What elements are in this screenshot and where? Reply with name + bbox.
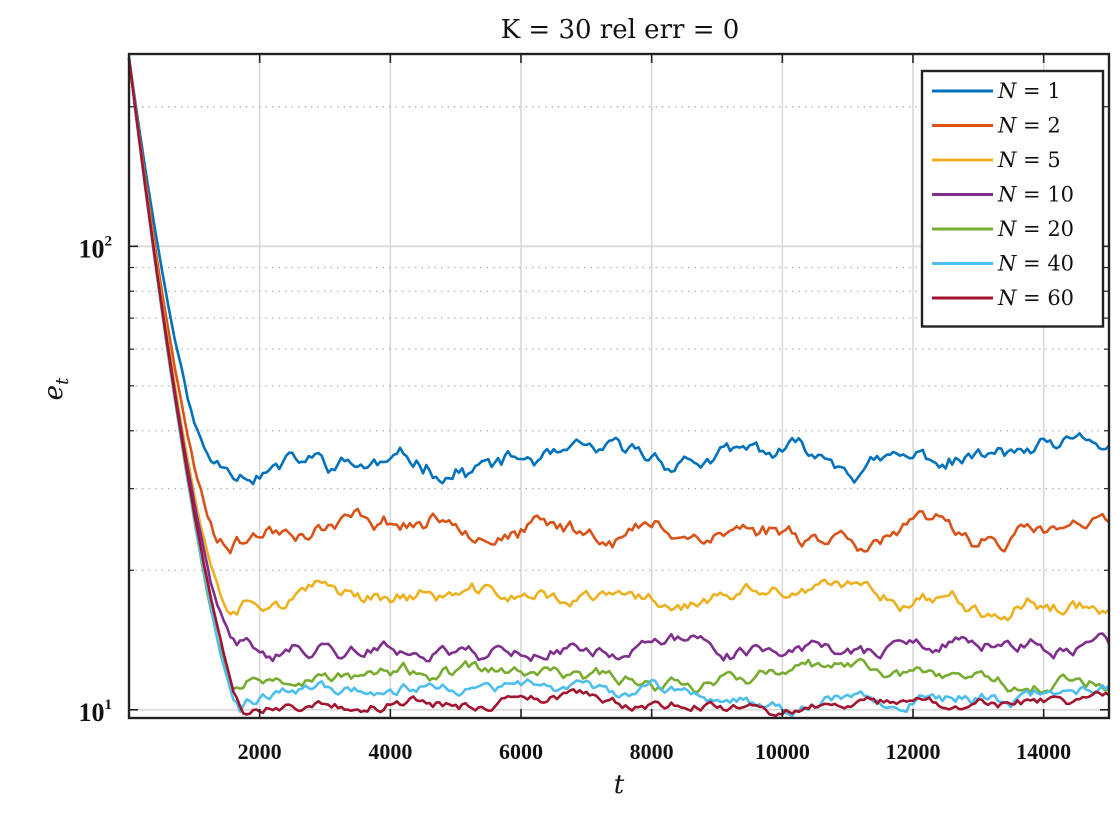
x-tick-label: 6000 [499,739,543,764]
svg-text:et: et [39,377,73,400]
series-line-3 [127,57,1110,622]
y-axis-label-main: e [39,385,69,400]
x-tick-label: 8000 [630,739,674,764]
series-line-2 [127,57,1110,555]
x-tick-label: 2000 [238,739,282,764]
chart-title: K = 30 rel err = 0 [501,15,740,45]
legend-label: N = 10 [997,183,1074,207]
legend-label: N = 20 [997,217,1074,241]
y-tick-label: 101 [79,697,113,727]
x-tick-label: 10000 [755,739,810,764]
series-layer [127,57,1111,718]
legend-box [920,69,1105,328]
series-line-6 [127,57,1110,718]
series-line-5 [127,57,1110,695]
legend: N = 1 N = 2 N = 5 N = 10 N = 20 N = 40 N = 60 [920,69,1105,328]
series-line-7 [127,57,1110,718]
y-axis-label: et [39,377,73,400]
ticks: 2000 4000 6000 8000 10000 12000 14000 101 102 [79,54,1109,764]
series-line-1 [127,57,1110,486]
x-tick-label: 12000 [886,739,941,764]
x-tick-label: 14000 [1016,739,1071,764]
y-tick-label: 102 [79,233,113,263]
x-axis-label: t [614,770,625,800]
x-tick-label: 4000 [368,739,412,764]
legend-label: N = 40 [997,252,1074,276]
series-line-4 [127,57,1111,663]
legend-label: N = 60 [997,286,1074,310]
grid [129,54,1109,718]
legend-label: N = 2 [997,114,1061,138]
legend-label: N = 5 [997,148,1061,172]
y-axis-label-subscript: t [52,377,73,385]
legend-label: N = 1 [997,79,1061,103]
